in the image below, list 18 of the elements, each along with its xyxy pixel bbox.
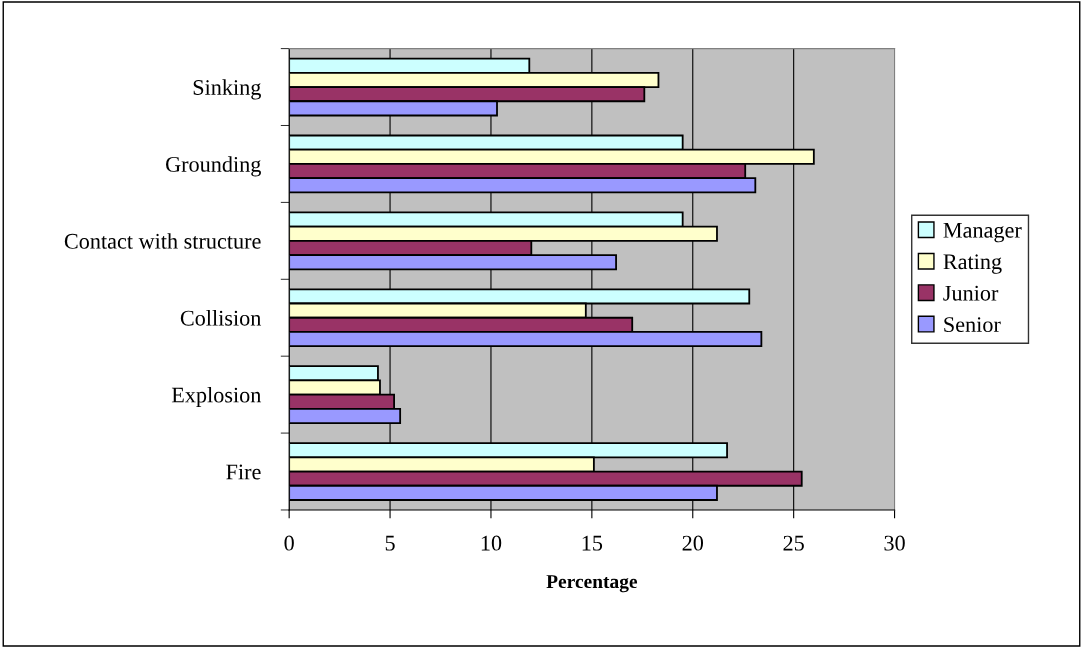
x-tick-label: 10 xyxy=(481,535,502,551)
legend-label: Manager xyxy=(943,222,1022,243)
x-tick-label: 5 xyxy=(385,535,395,551)
x-tick-label: 20 xyxy=(682,535,704,551)
y-tick-label: Fire xyxy=(226,464,261,480)
legend-label: Junior xyxy=(943,285,999,301)
x-tick-label: 0 xyxy=(284,535,294,551)
y-tick-label: Explosion xyxy=(171,386,262,408)
y-tick-label: Grounding xyxy=(166,156,261,177)
y-tick-label: Contact with structure xyxy=(64,233,261,249)
x-tick-label: 30 xyxy=(884,535,905,551)
x-axis-title: Percentage xyxy=(546,575,638,593)
legend-label: Rating xyxy=(943,254,1002,274)
x-tick-label: 15 xyxy=(582,535,603,551)
y-tick-label: Sinking xyxy=(193,79,261,100)
y-tick-label: Collision xyxy=(180,310,262,326)
x-tick-label: 25 xyxy=(783,535,804,551)
legend-label: Senior xyxy=(944,317,1001,333)
